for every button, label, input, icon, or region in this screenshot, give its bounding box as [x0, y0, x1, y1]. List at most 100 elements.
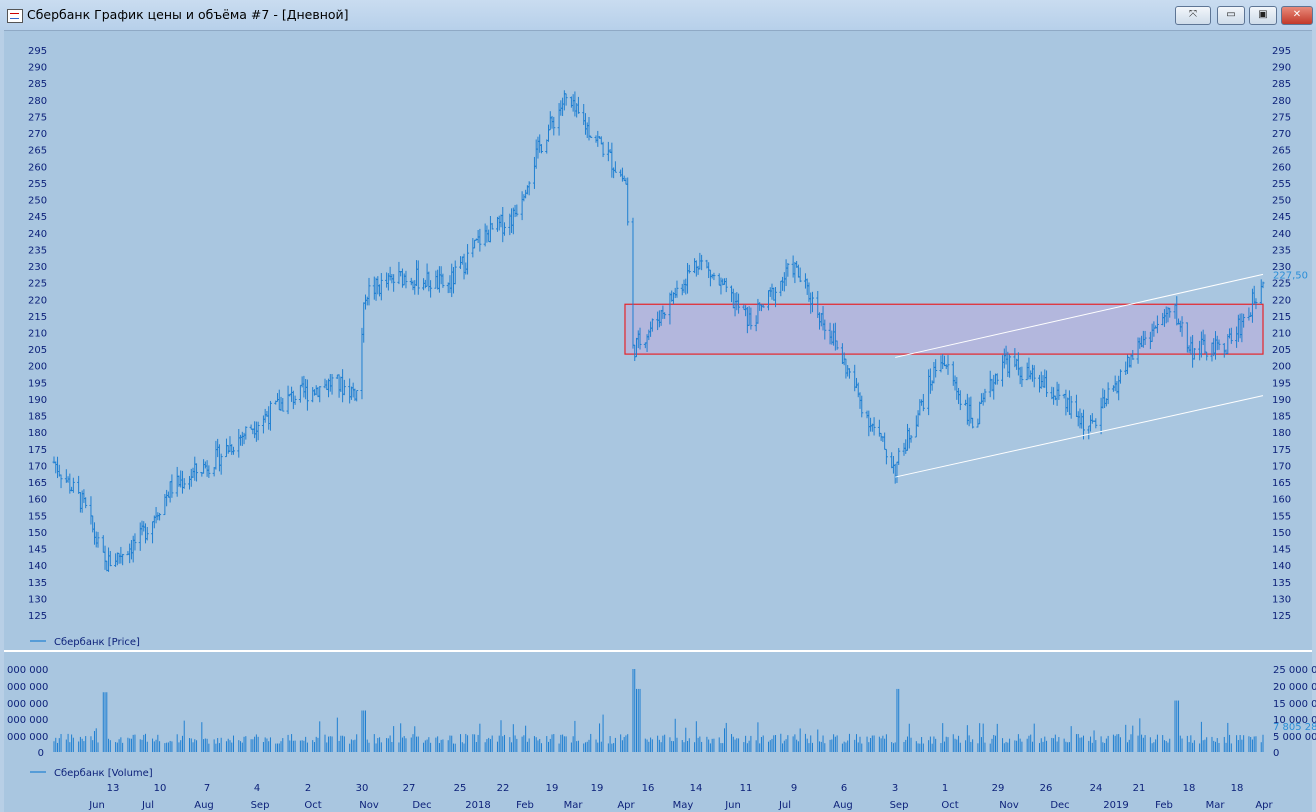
x-month-label: Nov	[359, 800, 379, 811]
x-day-label: 19	[591, 783, 604, 794]
x-day-label: 13	[107, 783, 120, 794]
x-day-label: 1	[942, 783, 948, 794]
price-tick-left: 135	[28, 578, 47, 589]
volume-tick-right: 25 000 0	[1273, 665, 1316, 676]
price-tick-right: 235	[1272, 245, 1291, 256]
x-day-label: 4	[254, 783, 260, 794]
price-tick-left: 285	[28, 79, 47, 90]
volume-right-axis: 25 000 0 20 000 0 15 000 0 10 000 0 5 000 00…	[1273, 665, 1316, 759]
window-title: Сбербанк График цены и объёма #7 - [Днев…	[27, 7, 349, 22]
x-month-label: Jun	[88, 800, 105, 811]
volume-tick-left: 000 000	[7, 715, 48, 726]
price-tick-right: 140	[1272, 561, 1291, 572]
x-day-label: 18	[1231, 783, 1244, 794]
x-day-label: 21	[1133, 783, 1146, 794]
price-tick-left: 275	[28, 112, 47, 123]
price-tick-right: 165	[1272, 478, 1291, 489]
price-tick-right: 275	[1272, 112, 1291, 123]
price-tick-left: 195	[28, 378, 47, 389]
price-tick-right: 200	[1272, 362, 1291, 373]
price-tick-left: 220	[28, 295, 47, 306]
price-tick-left: 170	[28, 461, 47, 472]
minimize-button[interactable]: ▭	[1217, 6, 1245, 25]
price-legend: Сбербанк [Price]	[30, 637, 140, 648]
x-month-label: Dec	[1050, 800, 1069, 811]
price-tick-left: 235	[28, 245, 47, 256]
volume-tick-left: 000 000	[7, 682, 48, 693]
x-day-label: 25	[454, 783, 467, 794]
x-day-label: 27	[403, 783, 416, 794]
price-tick-right: 210	[1272, 329, 1291, 340]
price-tick-left: 130	[28, 594, 47, 605]
price-tick-right: 255	[1272, 179, 1291, 190]
pin-button[interactable]: ⤧	[1175, 6, 1211, 25]
x-month-label: Jul	[141, 800, 154, 811]
price-tick-right: 135	[1272, 578, 1291, 589]
volume-legend: Сбербанк [Volume]	[30, 768, 153, 779]
title-bar[interactable]: Сбербанк График цены и объёма #7 - [Днев…	[0, 0, 1316, 31]
price-zone[interactable]	[624, 303, 1264, 355]
window-border-right	[1312, 30, 1316, 812]
price-tick-right: 175	[1272, 445, 1291, 456]
volume-legend-label: Сбербанк [Volume]	[54, 768, 153, 779]
x-month-label: Sep	[251, 800, 270, 811]
price-tick-right: 290	[1272, 63, 1291, 74]
price-tick-right: 230	[1272, 262, 1291, 273]
x-month-label: May	[673, 800, 694, 811]
window-border-left	[0, 30, 4, 812]
x-day-label: 29	[992, 783, 1005, 794]
price-bars	[52, 90, 1265, 572]
last-volume-label: 7 805 28	[1273, 722, 1316, 733]
price-tick-left: 230	[28, 262, 47, 273]
price-tick-right: 295	[1272, 46, 1291, 57]
volume-tick-right: 5 000 00	[1273, 732, 1316, 743]
price-tick-left: 125	[28, 611, 47, 622]
price-tick-left: 255	[28, 179, 47, 190]
x-day-label: 10	[154, 783, 167, 794]
maximize-button[interactable]: ▣	[1249, 6, 1277, 25]
price-tick-left: 295	[28, 46, 47, 57]
chart-window-icon[interactable]	[7, 9, 23, 23]
price-tick-left: 210	[28, 329, 47, 340]
price-tick-right: 205	[1272, 345, 1291, 356]
price-tick-left: 260	[28, 162, 47, 173]
trendline[interactable]	[895, 395, 1264, 478]
x-day-label: 16	[642, 783, 655, 794]
x-month-label: Aug	[194, 800, 214, 811]
price-tick-left: 280	[28, 96, 47, 107]
price-tick-right: 280	[1272, 96, 1291, 107]
price-tick-left: 160	[28, 495, 47, 506]
price-tick-left: 245	[28, 212, 47, 223]
x-month-label: Jun	[724, 800, 741, 811]
trendline[interactable]	[895, 273, 1264, 358]
x-month-label: Feb	[1155, 800, 1173, 811]
x-day-label: 26	[1040, 783, 1053, 794]
price-tick-right: 240	[1272, 229, 1291, 240]
price-tick-right: 185	[1272, 412, 1291, 423]
x-month-label: Jul	[778, 800, 791, 811]
price-tick-left: 155	[28, 511, 47, 522]
x-day-label: 3	[892, 783, 898, 794]
x-day-label: 22	[497, 783, 510, 794]
price-tick-right: 160	[1272, 495, 1291, 506]
close-button[interactable]: ✕	[1281, 6, 1313, 25]
x-month-label: Feb	[516, 800, 534, 811]
x-day-label: 9	[791, 783, 797, 794]
x-day-label: 7	[204, 783, 210, 794]
x-month-label: Oct	[304, 800, 321, 811]
x-axis: 13 10 7 4 2 30 27 25 22 19 19 16 14 11 9 6 3 1 29 26 24 21 18 1…	[88, 783, 1273, 811]
x-month-label: Oct	[941, 800, 958, 811]
x-day-label: 11	[740, 783, 753, 794]
price-tick-right: 155	[1272, 511, 1291, 522]
price-tick-left: 165	[28, 478, 47, 489]
price-tick-right: 265	[1272, 146, 1291, 157]
price-tick-right: 195	[1272, 378, 1291, 389]
x-day-label: 24	[1090, 783, 1103, 794]
price-tick-right: 180	[1272, 428, 1291, 439]
price-tick-left: 250	[28, 196, 47, 207]
x-day-label: 2	[305, 783, 311, 794]
price-left-axis: 295 290 285 280 275 270 265 260 255 250 245 240 235 2…	[28, 46, 47, 622]
volume-tick-right: 20 000 0	[1273, 682, 1316, 693]
